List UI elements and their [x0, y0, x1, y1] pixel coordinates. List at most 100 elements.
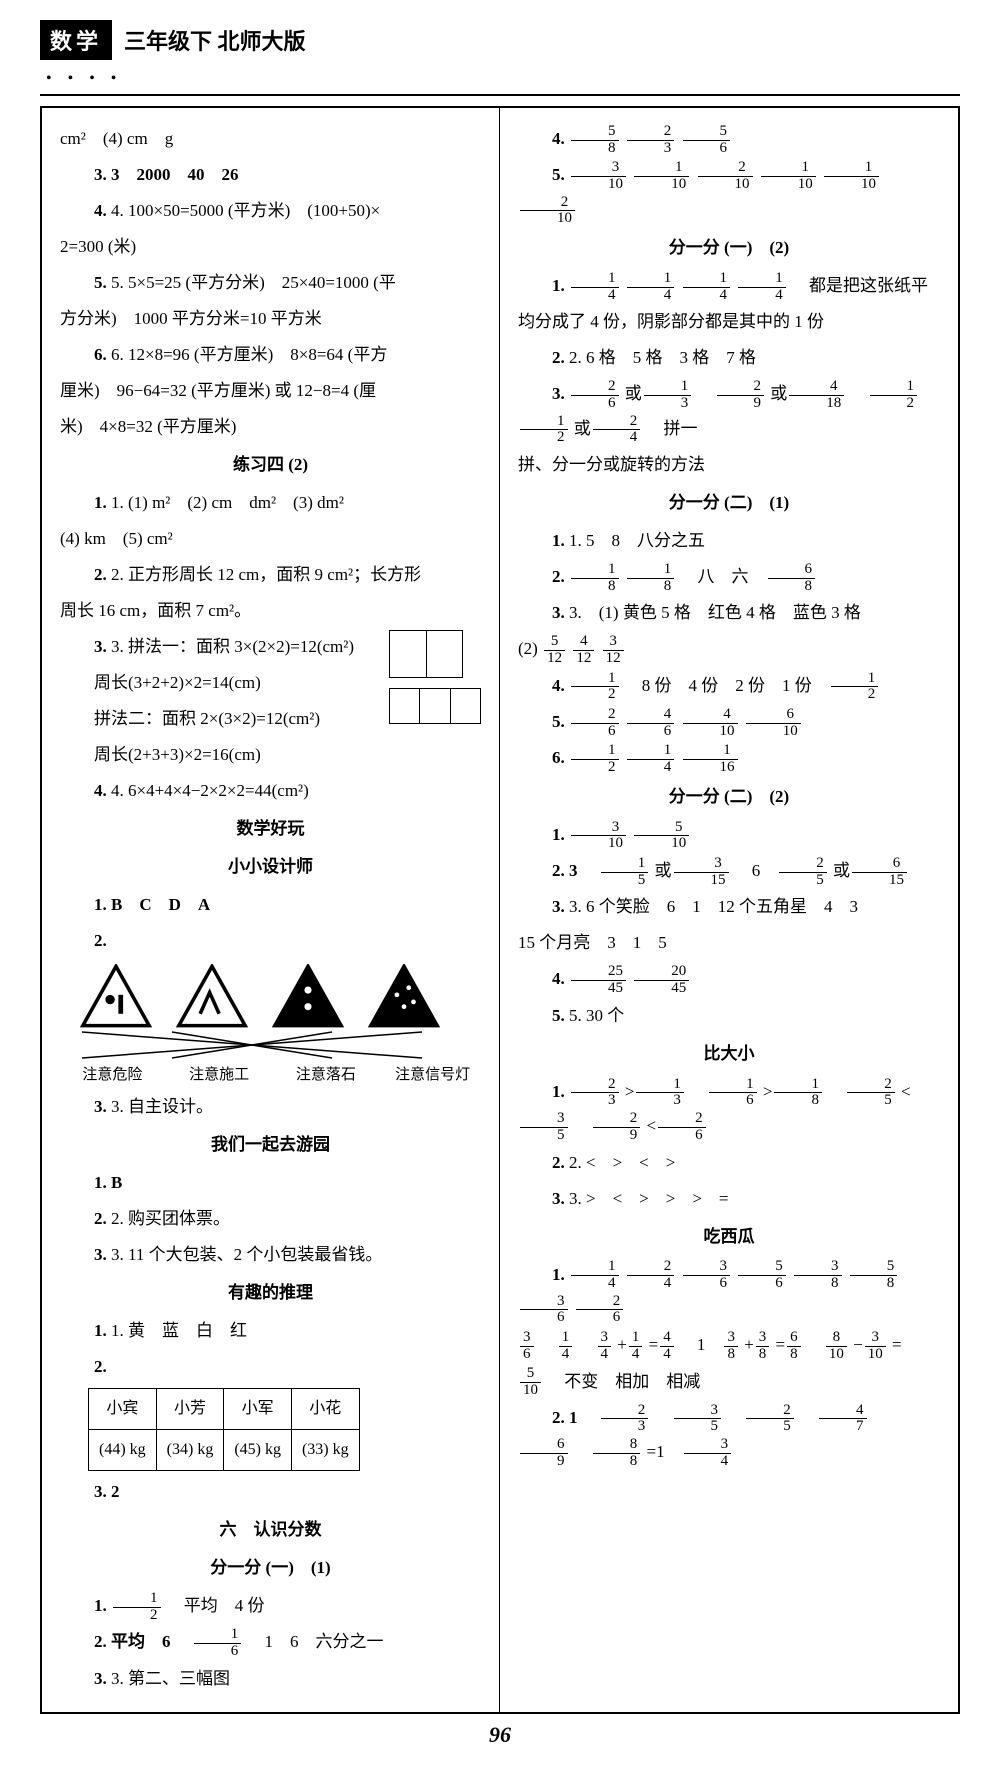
text: 5. 26 46 410 610 — [518, 705, 940, 739]
caption: 注意施工 — [171, 1060, 268, 1090]
warning-sign-icon — [80, 964, 152, 1028]
table-cell: (33) kg — [291, 1430, 359, 1471]
fraction: 310 — [571, 160, 626, 193]
fraction: 34 — [684, 1437, 732, 1470]
fraction: 2045 — [634, 964, 689, 997]
text: 3. 3 2000 40 26 — [60, 158, 481, 192]
section-title: 分一分 (二) (2) — [518, 780, 940, 814]
text: 拼、分一分或旋转的方法 — [518, 448, 940, 482]
text: 510 不变 相加 相减 — [518, 1365, 940, 1399]
fraction: 69 — [520, 1437, 568, 1470]
fraction: 58 — [571, 124, 619, 157]
text: 3. 3. 拼法一：面积 3×(2×2)=12(cm²) — [60, 630, 381, 664]
fraction: 23 — [601, 1403, 649, 1436]
warning-sign-icon — [272, 964, 344, 1028]
text: 周长(2+3+3)×2=16(cm) — [60, 738, 381, 772]
text: 2. 2. 6 格 5 格 3 格 7 格 — [518, 341, 940, 375]
text: 6. 12 14 116 — [518, 741, 940, 775]
text: 5. 310 110 210 110 110 210 — [518, 158, 940, 227]
text: 2. 购买团体票。 — [111, 1209, 230, 1228]
fraction: 510 — [520, 1366, 541, 1399]
fraction: 14 — [571, 271, 619, 304]
text: 2. — [60, 1350, 481, 1384]
text: 3. 3. 11 个大包装、2 个小包装最省钱。 — [60, 1238, 481, 1272]
fraction: 56 — [738, 1259, 786, 1292]
table-cell: (45) kg — [224, 1430, 292, 1471]
fraction: 23 — [627, 124, 675, 157]
sign-captions: 注意危险 注意施工 注意落石 注意信号灯 — [64, 1060, 481, 1090]
fraction: 13 — [644, 379, 692, 412]
fraction: 410 — [683, 707, 738, 740]
fraction: 47 — [819, 1403, 867, 1436]
table-cell: 小宾 — [89, 1389, 157, 1430]
table-cell: 小花 — [291, 1389, 359, 1430]
text: 3. (1) 黄色 5 格 红色 4 格 蓝色 3 格 — [569, 603, 861, 622]
text: 均分成了 4 份，阴影部分都是其中的 1 份 — [518, 305, 940, 339]
text: 2. 平均 6 — [94, 1632, 188, 1651]
fraction: 16 — [709, 1077, 757, 1110]
text: 3. 6 个笑脸 6 1 12 个五角星 4 3 — [569, 897, 858, 916]
fraction: 310 — [571, 820, 626, 853]
table-row: (44) kg (34) kg (45) kg (33) kg — [89, 1430, 360, 1471]
text: 6. 6. 12×8=96 (平方厘米) 8×8=64 (平方 — [60, 338, 481, 372]
fraction: 315 — [674, 856, 729, 889]
section-title: 比大小 — [518, 1037, 940, 1071]
warning-sign-icon — [176, 964, 248, 1028]
text: 1. — [94, 1596, 107, 1615]
fraction: 16 — [194, 1627, 242, 1660]
text: 5. 30 个 — [569, 1006, 624, 1025]
fraction: 312 — [603, 634, 624, 667]
text: 1. 1. 黄 蓝 白 红 — [60, 1314, 481, 1348]
section-title: 小小设计师 — [60, 850, 481, 884]
fraction: 510 — [634, 820, 689, 853]
fraction: 210 — [520, 195, 575, 228]
text: 2. < > < > — [569, 1153, 675, 1172]
text: (4) km (5) cm² — [60, 522, 481, 556]
text: 1. 12 平均 4 份 — [60, 1589, 481, 1623]
text: 2. 18 18 八 六 68 — [518, 560, 940, 594]
fraction: 110 — [634, 160, 689, 193]
text: 平均 4 份 — [167, 1596, 265, 1615]
text: 3. 自主设计。 — [111, 1097, 213, 1116]
fraction: 68 — [768, 562, 816, 595]
text: 4. 6×4+4×4−2×2×2=44(cm²) — [111, 781, 309, 800]
fraction: 25 — [746, 1403, 794, 1436]
text: 1. (1) m² (2) cm dm² (3) dm² — [111, 493, 344, 512]
fraction: 26 — [571, 707, 619, 740]
text: 方分米) 1000 平方分米=10 平方米 — [60, 302, 481, 336]
text: 1. 1. (1) m² (2) cm dm² (3) dm² — [60, 486, 481, 520]
text: 4. 4. 6×4+4×4−2×2×2=44(cm²) — [60, 774, 481, 808]
table-row: 小宾 小芳 小军 小花 — [89, 1389, 360, 1430]
fraction: 38 — [794, 1259, 842, 1292]
fraction: 110 — [824, 160, 879, 193]
text: 3. 拼法一：面积 3×(2×2)=12(cm²) — [111, 637, 354, 656]
section-title: 我们一起去游园 — [60, 1128, 481, 1162]
table-cell: 小芳 — [156, 1389, 224, 1430]
fraction: 18 — [627, 562, 675, 595]
text: 5. 5. 5×5=25 (平方分米) 25×40=1000 (平 — [60, 266, 481, 300]
page-header: 数学 三年级下 北师大版 — [40, 20, 960, 60]
warning-sign-icon — [368, 964, 440, 1028]
fraction: 36 — [520, 1294, 568, 1327]
table-cell: 小军 — [224, 1389, 292, 1430]
text: 5. 5×5=25 (平方分米) 25×40=1000 (平 — [111, 273, 396, 292]
text: 2. 正方形周长 12 cm，面积 9 cm²；长方形 — [111, 565, 421, 584]
fraction: 14 — [627, 271, 675, 304]
text: 3. 2 — [60, 1475, 481, 1509]
fraction: 26 — [571, 379, 619, 412]
text: 1. B — [60, 1166, 481, 1200]
fraction: 26 — [576, 1294, 624, 1327]
text: 1. 黄 蓝 白 红 — [111, 1321, 247, 1340]
fraction: 110 — [761, 160, 816, 193]
text: 3. 26 或13 29 或418 12 12 或24 拼一 — [518, 377, 940, 446]
fraction: 35 — [520, 1111, 568, 1144]
fraction: 24 — [627, 1259, 675, 1292]
fraction: 12 — [571, 743, 619, 776]
fraction: 35 — [674, 1403, 722, 1436]
fraction: 14 — [571, 1259, 619, 1292]
fraction: 25 — [847, 1077, 895, 1110]
text: 4. 12 8 份 4 份 2 份 1 份 12 — [518, 669, 940, 703]
section-title: 六 认识分数 — [60, 1513, 481, 1547]
text: 1 6 六分之一 — [248, 1632, 384, 1651]
text: 4. 2545 2045 — [518, 962, 940, 996]
